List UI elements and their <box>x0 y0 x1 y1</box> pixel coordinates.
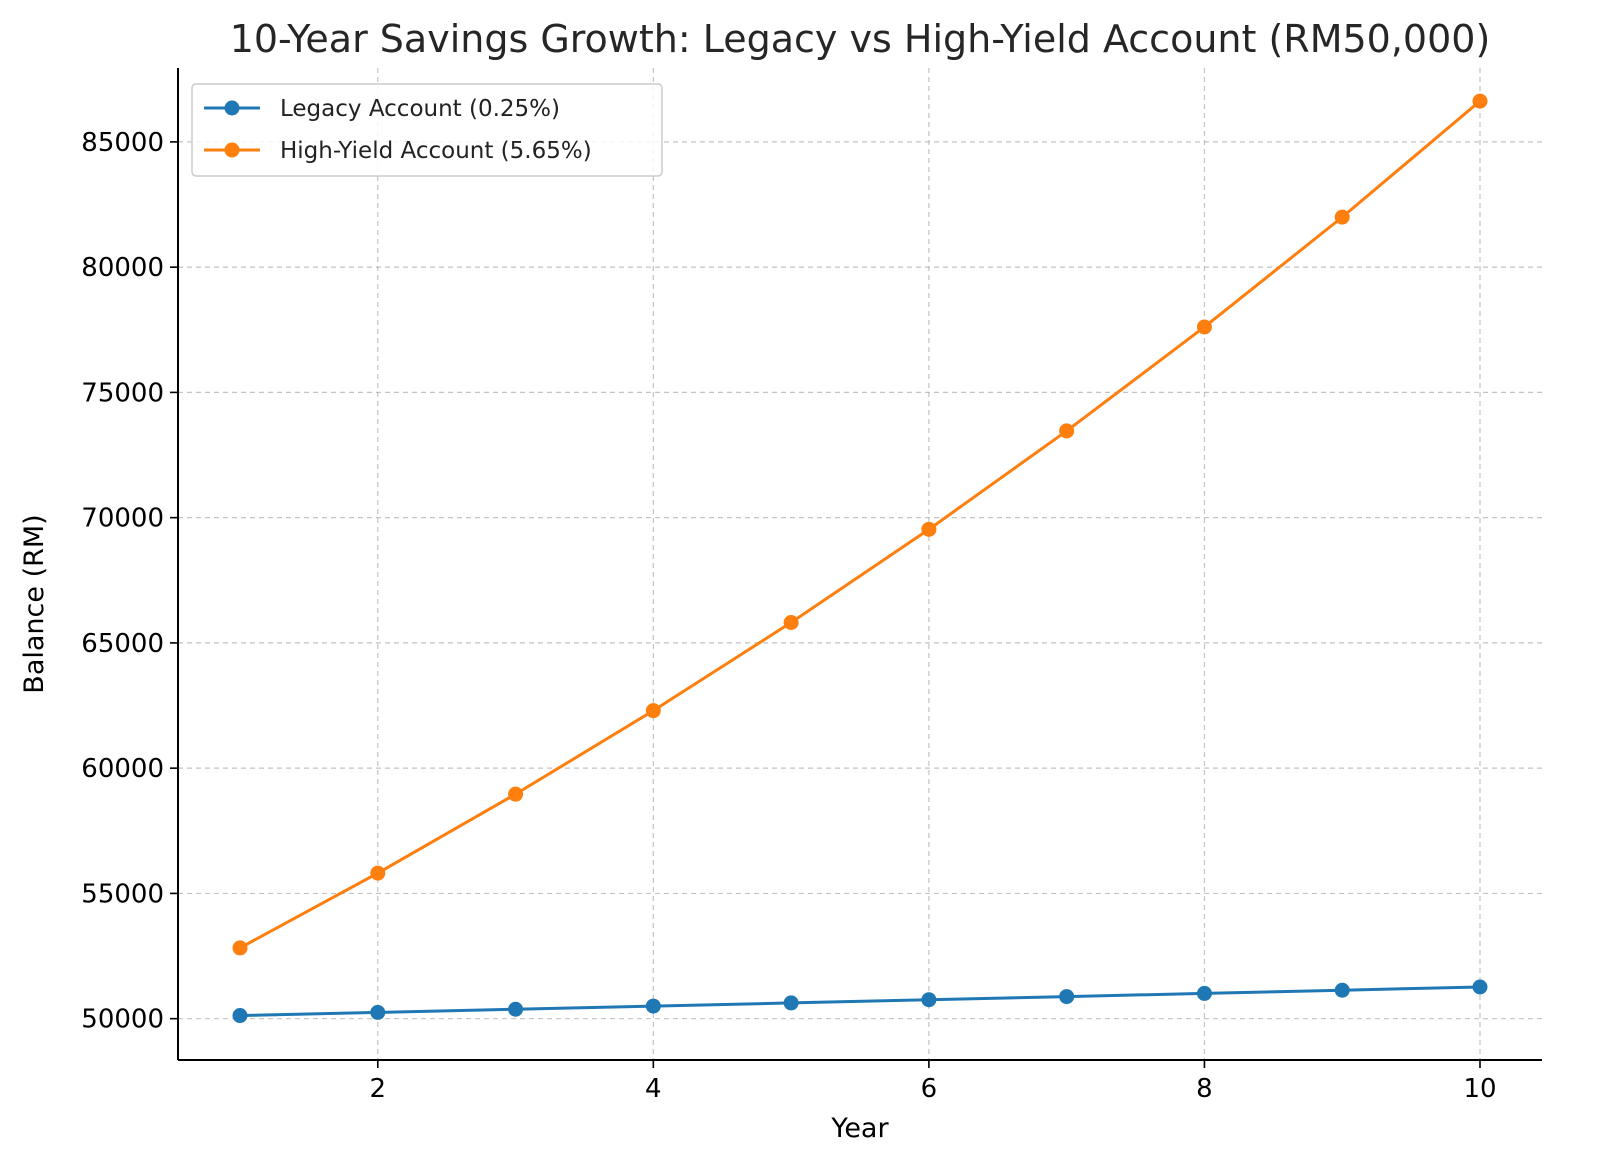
data-point <box>370 865 386 881</box>
chart-title: 10-Year Savings Growth: Legacy vs High-Y… <box>230 17 1491 61</box>
data-point <box>232 1008 248 1024</box>
axes <box>177 68 1542 1061</box>
legend-label: High-Yield Account (5.65%) <box>280 138 592 164</box>
x-axis-title: Year <box>830 1113 889 1144</box>
data-point <box>1334 209 1350 225</box>
x-tick-label: 10 <box>1463 1074 1496 1104</box>
data-point <box>1472 979 1488 995</box>
y-tick-label: 60000 <box>81 754 164 784</box>
x-tick-label: 8 <box>1196 1074 1213 1104</box>
y-tick-label: 85000 <box>81 128 164 158</box>
y-tick-label: 75000 <box>81 378 164 408</box>
series-layer <box>232 93 1488 1024</box>
data-point <box>232 940 248 956</box>
x-tick-label: 4 <box>645 1074 662 1104</box>
data-point <box>1196 319 1212 335</box>
legend-item: High-Yield Account (5.65%) <box>204 138 592 164</box>
data-point <box>1059 989 1075 1005</box>
data-point <box>921 992 937 1008</box>
data-point <box>508 786 524 802</box>
data-point <box>645 998 661 1014</box>
legend-marker-swatch <box>224 100 240 116</box>
y-tick-label: 50000 <box>81 1005 164 1035</box>
legend-label: Legacy Account (0.25%) <box>280 96 560 122</box>
y-tick-label: 55000 <box>81 879 164 909</box>
series-2 <box>232 93 1488 956</box>
x-tick-label: 6 <box>921 1074 938 1104</box>
ticks: 2 4 6 8 10 50000 55000 60000 65000 70000 75000 8000… <box>81 128 1496 1104</box>
series-1 <box>232 979 1488 1024</box>
series-line <box>239 99 1481 950</box>
grid <box>178 68 1542 1060</box>
data-point <box>783 614 799 630</box>
legend: Legacy Account (0.25%) High-Yield Account… <box>191 83 663 177</box>
data-point <box>1334 982 1350 998</box>
data-point <box>508 1001 524 1017</box>
y-axis-title: Balance (RM) <box>19 514 50 693</box>
y-tick-label: 70000 <box>81 504 164 534</box>
series-line <box>239 985 1481 1018</box>
y-tick-label: 65000 <box>81 629 164 659</box>
legend-marker-swatch <box>224 142 240 158</box>
x-tick-label: 2 <box>370 1074 387 1104</box>
legend-item: Legacy Account (0.25%) <box>204 96 560 122</box>
data-point <box>645 703 661 719</box>
data-point <box>1472 93 1488 109</box>
data-point <box>921 521 937 537</box>
data-point <box>1196 985 1212 1001</box>
y-tick-label: 80000 <box>81 253 164 283</box>
data-point <box>783 995 799 1011</box>
data-point <box>1059 423 1075 439</box>
data-point <box>370 1004 386 1020</box>
legend-box <box>191 83 663 177</box>
